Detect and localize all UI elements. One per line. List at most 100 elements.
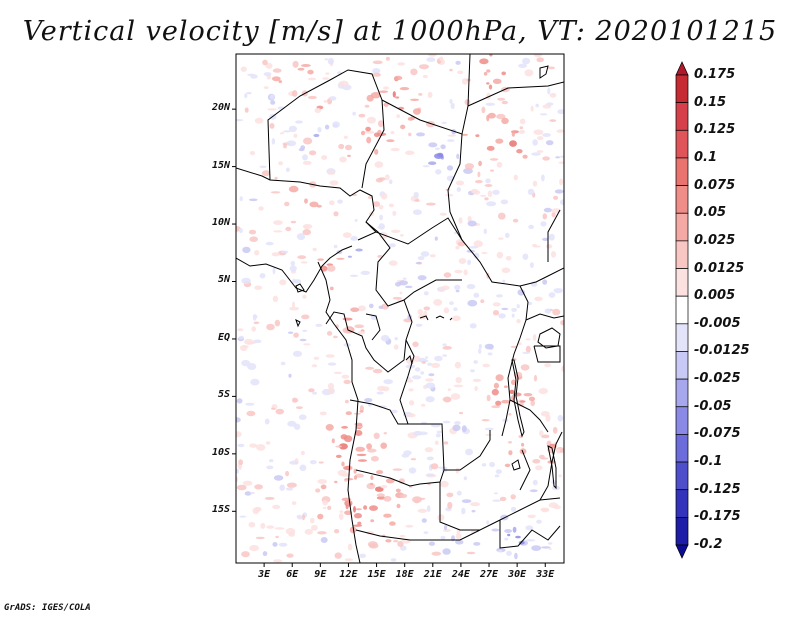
velocity-speck (452, 424, 461, 432)
velocity-speck (343, 465, 352, 471)
velocity-speck (545, 414, 551, 422)
velocity-speck (261, 170, 271, 177)
border-south-1 (349, 399, 408, 425)
velocity-speck (372, 72, 381, 77)
lon-label: 33E (536, 569, 555, 580)
border-central-9 (509, 399, 549, 433)
velocity-speck (271, 76, 281, 82)
velocity-speck (436, 430, 442, 434)
velocity-speck (478, 344, 482, 349)
velocity-speck (429, 254, 436, 258)
velocity-speck (249, 236, 258, 242)
colorbar-segment (675, 74, 689, 103)
velocity-speck (512, 218, 519, 223)
velocity-speck (531, 152, 541, 156)
velocity-speck (503, 385, 508, 389)
velocity-speck (357, 331, 366, 335)
velocity-speck (287, 331, 294, 334)
velocity-speck (238, 228, 243, 234)
velocity-speck (456, 187, 461, 192)
velocity-speck (532, 479, 538, 486)
velocity-speck (338, 80, 349, 87)
velocity-speck (244, 491, 252, 496)
velocity-speck (455, 377, 462, 384)
velocity-speck (388, 203, 394, 208)
colorbar-label: -0.005 (694, 315, 741, 331)
velocity-speck (535, 465, 543, 471)
velocity-speck (482, 363, 491, 368)
velocity-speck (272, 295, 279, 302)
velocity-speck (317, 258, 324, 261)
velocity-speck (425, 396, 435, 403)
velocity-speck (453, 384, 464, 388)
velocity-speck (357, 521, 362, 526)
velocity-speck (428, 142, 438, 148)
colorbar-label: -0.05 (694, 398, 732, 414)
velocity-speck (327, 362, 337, 366)
country-borders (236, 54, 564, 563)
velocity-speck (345, 504, 349, 510)
velocity-speck (501, 100, 508, 105)
velocity-speck (459, 411, 463, 415)
velocity-speck (545, 140, 554, 146)
velocity-speck (467, 216, 472, 223)
velocity-speck (446, 165, 454, 171)
velocity-speck (364, 130, 375, 134)
velocity-speck (302, 154, 308, 161)
border-south-2 (355, 469, 445, 487)
velocity-speck (259, 165, 267, 168)
velocity-speck (494, 474, 500, 478)
colorbar-segment (675, 461, 689, 491)
velocity-speck (450, 393, 461, 400)
velocity-speck (248, 521, 256, 528)
lake-small-3 (449, 317, 453, 321)
velocity-speck (548, 547, 552, 551)
velocity-speck (292, 397, 298, 403)
velocity-speck (506, 550, 512, 556)
velocity-speck (487, 190, 493, 198)
velocity-speck (455, 289, 460, 293)
velocity-speck (427, 362, 433, 366)
velocity-speck (414, 367, 421, 372)
velocity-speck (329, 180, 339, 186)
lake-tanganyika (511, 359, 525, 438)
velocity-speck (415, 323, 423, 327)
velocity-speck (469, 323, 477, 329)
velocity-speck (365, 366, 375, 370)
velocity-speck (489, 461, 496, 468)
velocity-speck (491, 405, 501, 409)
velocity-speck (373, 132, 380, 138)
velocity-speck (552, 308, 561, 316)
velocity-speck (279, 484, 286, 491)
velocity-speck (486, 201, 497, 207)
velocity-speck (274, 527, 285, 530)
velocity-speck (254, 285, 263, 290)
velocity-speck (531, 545, 542, 551)
velocity-speck (501, 307, 509, 311)
colorbar-segment (675, 351, 689, 380)
velocity-speck (542, 279, 548, 285)
velocity-speck (554, 189, 564, 194)
velocity-speck (369, 505, 378, 511)
velocity-speck (239, 196, 243, 202)
velocity-speck (238, 335, 244, 340)
velocity-speck (423, 291, 429, 296)
velocity-speck (484, 427, 494, 431)
velocity-speck (510, 379, 517, 386)
velocity-speck (324, 124, 330, 130)
velocity-speck (487, 352, 493, 356)
colorbar-label: 0.15 (694, 94, 727, 110)
velocity-speck (331, 438, 335, 444)
velocity-speck (422, 165, 430, 168)
velocity-speck (333, 335, 338, 339)
velocity-speck (413, 108, 421, 115)
velocity-speck (559, 199, 564, 206)
velocity-speck (237, 328, 244, 332)
velocity-speck (260, 522, 266, 529)
velocity-speck (425, 378, 434, 382)
velocity-speck (308, 77, 317, 81)
velocity-speck (242, 480, 253, 486)
velocity-speck (342, 317, 353, 321)
velocity-speck (265, 62, 273, 69)
velocity-speck (518, 63, 528, 68)
